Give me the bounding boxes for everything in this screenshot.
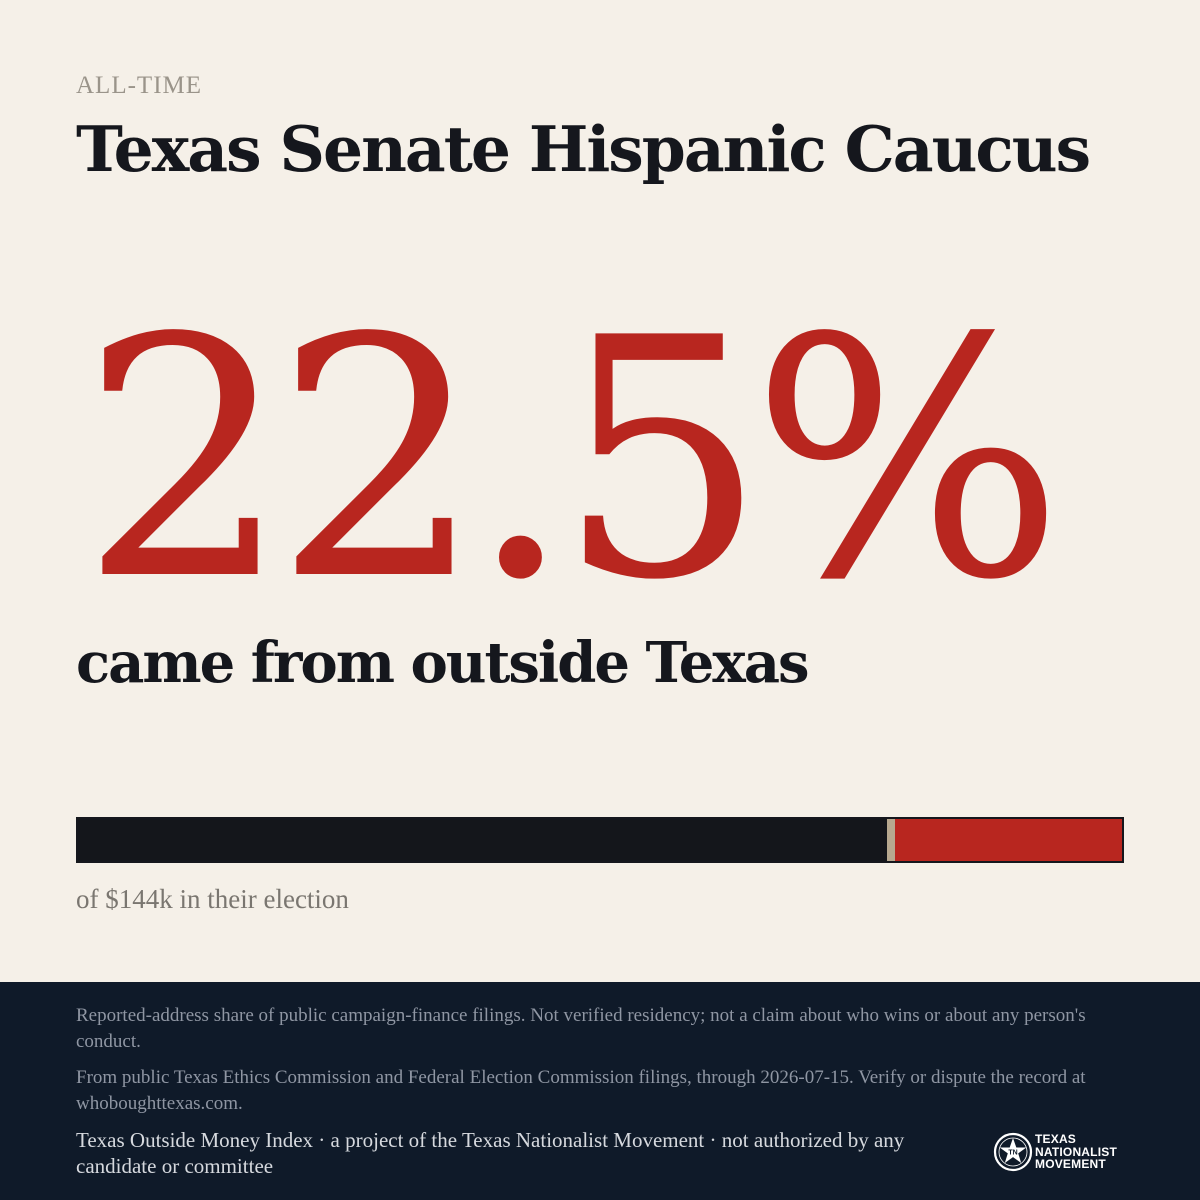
logo-line-3: MOVEMENT bbox=[1035, 1157, 1106, 1172]
main-panel: ALL-TIME Texas Senate Hispanic Caucus 22… bbox=[76, 72, 1124, 914]
footer-credit: Texas Outside Money Index · a project of… bbox=[76, 1128, 905, 1178]
logo-line-2: NATIONALIST bbox=[1035, 1144, 1117, 1159]
footer-source: From public Texas Ethics Commission and … bbox=[76, 1067, 1086, 1114]
bar-outside-segment bbox=[895, 819, 1122, 861]
logo-line-1: TEXAS bbox=[1035, 1132, 1077, 1147]
svg-text:TN: TN bbox=[1008, 1150, 1017, 1157]
page-title: Texas Senate Hispanic Caucus bbox=[76, 112, 1091, 186]
tnm-logo: TN TEXAS NATIONALIST MOVEMENT bbox=[993, 1130, 1123, 1174]
bar-caption: of $144k in their election bbox=[76, 884, 349, 914]
footer-disclaimer: Reported-address share of public campaig… bbox=[76, 1005, 1086, 1052]
headline-subtitle: came from outside Texas bbox=[76, 630, 810, 696]
bar-inside-segment bbox=[78, 819, 888, 861]
headline-percentage: 22.5% bbox=[80, 268, 1064, 652]
star-seal-icon: TN bbox=[993, 1132, 1033, 1172]
share-bar bbox=[76, 817, 1124, 863]
bar-divider bbox=[887, 819, 896, 861]
eyebrow-label: ALL-TIME bbox=[76, 72, 203, 99]
